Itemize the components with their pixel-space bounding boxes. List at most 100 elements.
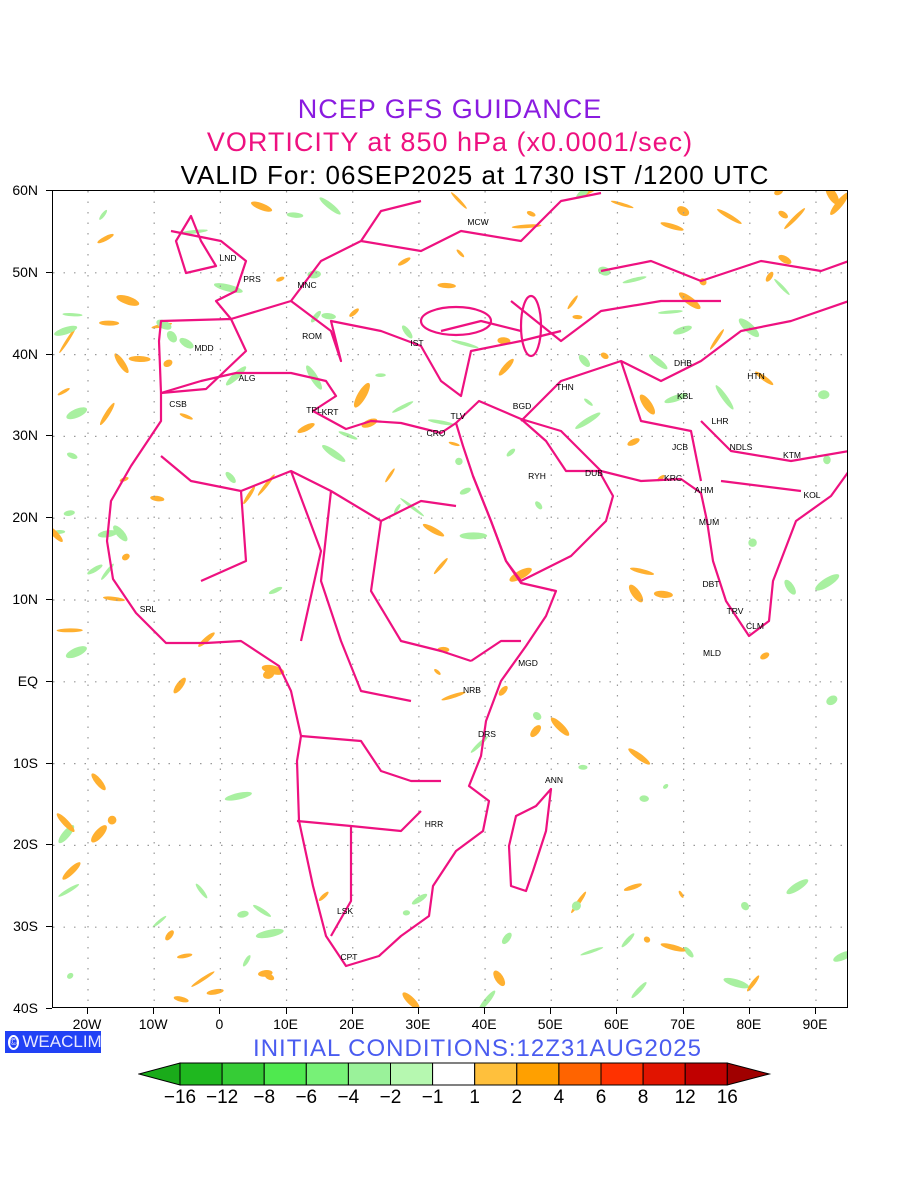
caspian-sea — [519, 294, 543, 358]
vorticity-patch — [509, 567, 532, 582]
vorticity-patch — [741, 901, 750, 911]
city-label-cpt: CPT — [340, 952, 358, 962]
vorticity-patch — [253, 904, 272, 917]
vorticity-patch — [677, 206, 690, 217]
lat-tick — [46, 926, 52, 928]
vorticity-patch — [572, 314, 583, 320]
vorticity-patch — [91, 825, 107, 843]
vorticity-patch — [678, 890, 684, 898]
vorticity-patch — [102, 596, 125, 602]
africa-coastline — [105, 371, 558, 968]
city-label-krc: KRC — [664, 473, 682, 483]
map-canvas — [53, 191, 847, 1007]
vorticity-patch — [198, 632, 215, 647]
city-label-prs: PRS — [243, 274, 261, 284]
lat-tick-label: 40N — [12, 345, 38, 362]
lon-tick — [484, 1008, 486, 1014]
lat-tick-label: 20N — [12, 509, 38, 526]
vorticity-patch — [402, 992, 420, 1007]
vorticity-patch — [107, 815, 117, 825]
vorticity-patch — [459, 487, 471, 495]
vorticity-patch — [774, 278, 790, 295]
colorbar-swatch — [474, 1062, 518, 1086]
vorticity-patch — [660, 222, 684, 231]
vorticity-patch — [97, 233, 114, 244]
city-label-trv: TRV — [726, 606, 744, 616]
vorticity-patch — [400, 498, 425, 517]
city-label-cro: CRO — [426, 428, 446, 438]
colorbar-swatch — [600, 1062, 644, 1086]
city-label-alg: ALG — [238, 373, 256, 383]
vorticity-patch — [250, 201, 273, 212]
vorticity-patch — [338, 431, 358, 440]
vorticity-patch — [257, 474, 275, 496]
lat-tick-label: 30N — [12, 427, 38, 444]
colorbar-label: −2 — [379, 1087, 402, 1108]
vorticity-patch — [535, 501, 543, 510]
vorticity-patch — [784, 579, 796, 595]
vorticity-patch — [493, 970, 506, 987]
city-label-tpl: TPL — [306, 405, 322, 415]
city-label-dhb: DHB — [674, 358, 692, 368]
city-label-kol: KOL — [803, 490, 821, 500]
lon-tick — [285, 1008, 287, 1014]
vorticity-patch — [818, 390, 830, 400]
colorbar-swatch — [558, 1062, 602, 1086]
uk-coastline — [174, 214, 218, 275]
vorticity-patch — [639, 795, 649, 802]
city-label-nrb: NRB — [463, 685, 481, 695]
lat-tick-label: EQ — [17, 672, 38, 689]
city-label-srl: SRL — [139, 604, 157, 614]
vorticity-patch — [623, 883, 642, 891]
vorticity-patch — [765, 271, 774, 282]
vorticity-patch — [401, 325, 413, 339]
lon-tick-label: 70E — [670, 1016, 696, 1032]
vorticity-patch — [297, 423, 315, 434]
vorticity-patch — [610, 200, 634, 209]
city-label-mdd: MDD — [194, 343, 214, 353]
vorticity-patch — [150, 495, 165, 502]
lon-tick-label: 10E — [273, 1016, 298, 1032]
asia-borders — [510, 259, 847, 493]
vorticity-patch — [657, 310, 683, 314]
vorticity-patch — [62, 312, 83, 317]
city-label-mcw: MCW — [467, 217, 489, 227]
colorbar-label: −4 — [337, 1087, 360, 1108]
colorbar-swatch — [263, 1062, 307, 1086]
city-label-ryh: RYH — [528, 471, 546, 481]
vorticity-patch — [375, 373, 386, 378]
colorbar-max-arrow — [726, 1062, 772, 1086]
lon-tick-label: 90E — [802, 1016, 828, 1032]
vorticity-patch — [195, 883, 208, 899]
vorticity-patch — [402, 910, 411, 916]
vorticity-patch — [498, 685, 508, 696]
vorticity-patch — [622, 276, 647, 284]
vorticity-patch — [709, 329, 724, 350]
city-label-mld: MLD — [703, 648, 721, 658]
city-label-lnd: LND — [219, 253, 237, 263]
city-label-htn: HTN — [747, 371, 765, 381]
vorticity-patch — [639, 394, 656, 415]
vorticity-patch — [67, 972, 74, 979]
vorticity-patch — [318, 891, 329, 902]
vorticity-patch — [628, 584, 644, 603]
vorticity-patch — [191, 971, 215, 987]
vorticity-patch — [427, 419, 455, 426]
vorticity-patch — [237, 910, 249, 918]
vorticity-patch — [165, 930, 174, 941]
vorticity-patch — [59, 327, 76, 354]
city-label-ndls: NDLS — [729, 442, 753, 452]
lon-tick-label: 50E — [537, 1016, 563, 1032]
colorbar-min-arrow — [138, 1062, 181, 1086]
vorticity-shading — [53, 191, 847, 1007]
vorticity-patch — [87, 564, 103, 575]
asia-coastline — [520, 417, 847, 638]
vorticity-patch — [621, 933, 635, 948]
vorticity-patch — [262, 669, 275, 679]
vorticity-patch — [66, 407, 88, 420]
lon-tick — [351, 1008, 353, 1014]
city-label-rom: ROM — [302, 331, 322, 341]
colorbar-label: 4 — [553, 1087, 565, 1108]
vorticity-patch — [774, 191, 784, 196]
colorbar-swatch — [642, 1062, 686, 1086]
